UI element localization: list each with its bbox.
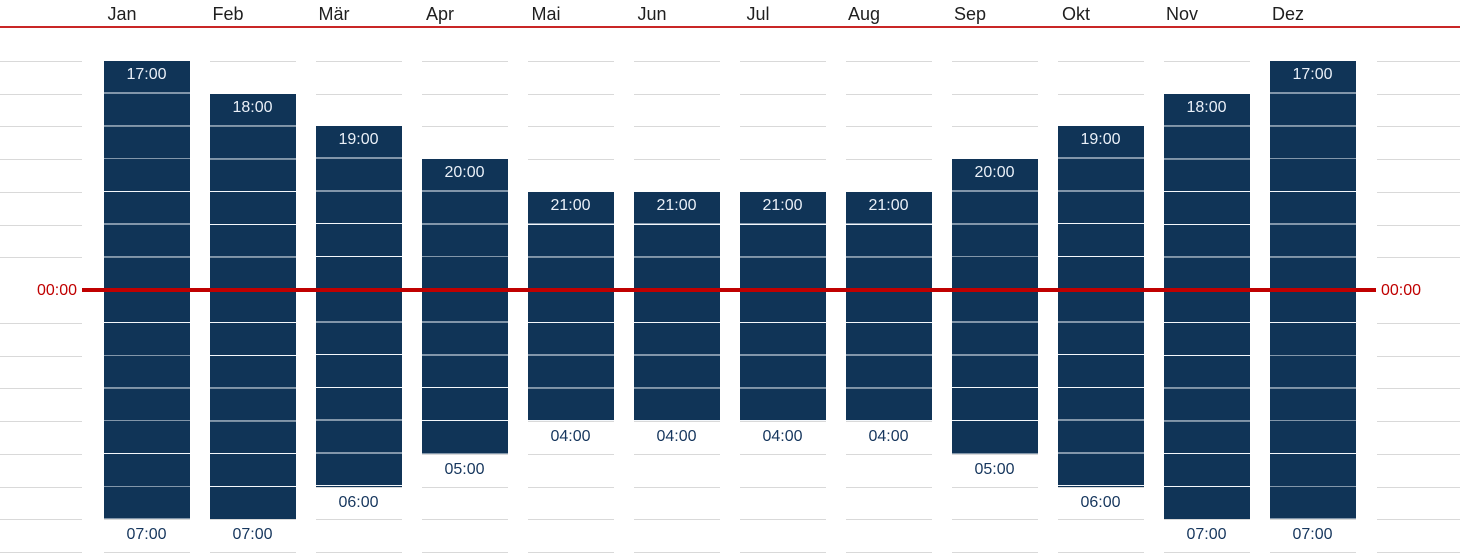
column-separator — [295, 28, 316, 557]
midnight-line — [82, 288, 1376, 292]
month-label: Feb — [212, 4, 244, 24]
bar-okt — [1057, 126, 1144, 487]
bar-start-time-label: 21:00 — [762, 196, 803, 214]
bar-start-time-label: 17:00 — [126, 65, 167, 83]
bar-sep — [951, 159, 1038, 454]
column-separator — [825, 28, 846, 557]
column-separator — [613, 28, 634, 557]
bar-start-time-label: 18:00 — [232, 98, 273, 116]
month-label: Aug — [847, 4, 881, 24]
month-label: Okt — [1061, 4, 1090, 24]
month-label: Mai — [531, 4, 561, 24]
midnight-label-left: 00:00 — [36, 282, 77, 299]
month-label: Mär — [318, 4, 350, 24]
column-separator — [507, 28, 528, 557]
bar-nov — [1163, 93, 1250, 520]
bar-end-time-label: 06:00 — [338, 493, 379, 511]
bar-start-time-label: 18:00 — [1186, 98, 1227, 116]
column-separator — [1037, 28, 1058, 557]
column-separator — [189, 28, 210, 557]
month-label: Dez — [1271, 4, 1304, 24]
bar-mai — [527, 191, 614, 421]
bar-end-time-label: 04:00 — [550, 428, 591, 445]
month-label: Sep — [953, 4, 987, 24]
top-axis-line — [0, 26, 1460, 28]
midnight-label-right: 00:00 — [1381, 282, 1422, 299]
bar-start-time-label: 21:00 — [550, 196, 591, 214]
bar-end-time-label: 06:00 — [1080, 493, 1121, 511]
bar-end-time-label: 07:00 — [1186, 526, 1227, 544]
bar-mär — [315, 126, 402, 487]
bar-end-time-label: 07:00 — [232, 526, 273, 544]
column-separator — [82, 28, 104, 557]
month-label: Nov — [1165, 4, 1198, 24]
bar-jun — [633, 191, 720, 421]
bar-end-time-label: 04:00 — [656, 428, 697, 445]
bar-end-time-label: 07:00 — [1292, 526, 1333, 544]
bar-start-time-label: 20:00 — [444, 164, 485, 181]
column-separator — [401, 28, 422, 557]
bar-end-time-label: 04:00 — [868, 428, 909, 445]
bar-end-time-label: 07:00 — [126, 526, 167, 544]
bar-start-time-label: 21:00 — [868, 196, 909, 214]
bar-start-time-label: 19:00 — [338, 131, 379, 149]
column-separator — [1249, 28, 1270, 557]
column-separator — [1143, 28, 1164, 557]
bar-start-time-label: 17:00 — [1292, 65, 1333, 83]
month-label: Apr — [425, 4, 454, 24]
column-separator — [719, 28, 740, 557]
month-label: Jul — [746, 4, 770, 24]
bar-end-time-label: 04:00 — [762, 428, 803, 445]
bar-end-time-label: 05:00 — [974, 460, 1015, 478]
bar-start-time-label: 19:00 — [1080, 131, 1121, 149]
column-separator — [1355, 28, 1377, 557]
bar-apr — [421, 159, 508, 454]
month-label: Jan — [107, 4, 137, 24]
bar-start-time-label: 20:00 — [974, 164, 1015, 181]
column-separator — [931, 28, 952, 557]
bar-feb — [209, 93, 296, 520]
bar-jul — [739, 191, 826, 421]
bar-start-time-label: 21:00 — [656, 196, 697, 214]
month-label: Jun — [637, 4, 667, 24]
bar-aug — [845, 191, 932, 421]
bar-end-time-label: 05:00 — [444, 460, 485, 478]
